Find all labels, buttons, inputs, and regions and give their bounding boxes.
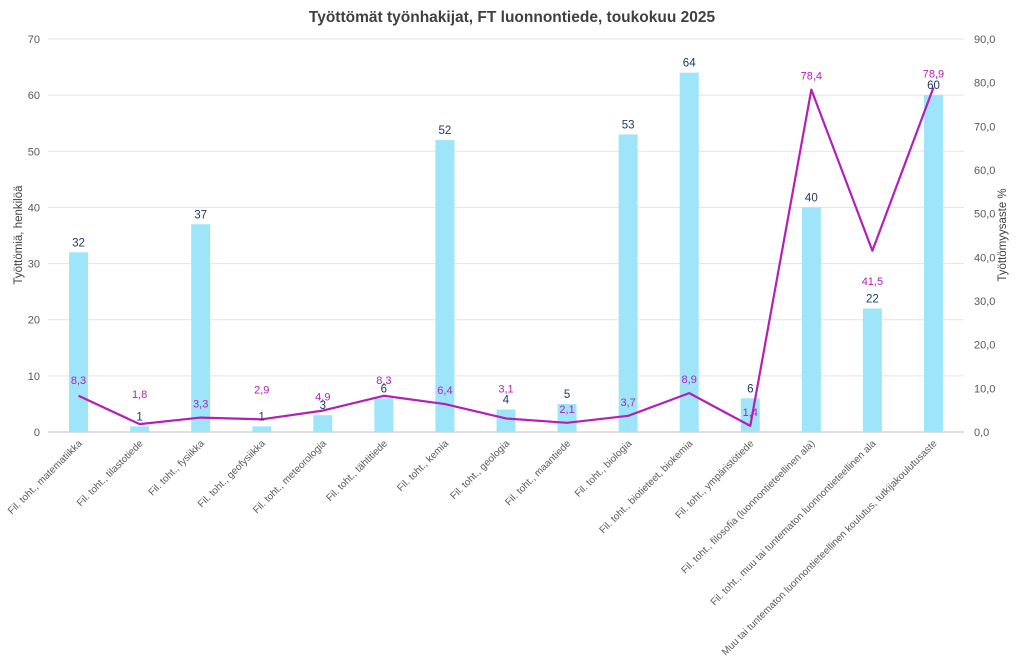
y-tick-label: 30 bbox=[28, 259, 40, 271]
rate-line-path bbox=[78, 87, 935, 427]
bar-value-label: 37 bbox=[194, 209, 207, 221]
line-value-label: 3,7 bbox=[620, 397, 635, 409]
y2-tick-label: 30,0 bbox=[974, 296, 995, 308]
bar bbox=[374, 398, 394, 432]
y2-tick-label: 80,0 bbox=[974, 78, 995, 90]
bar-value-label: 1 bbox=[259, 411, 265, 423]
bar bbox=[618, 134, 638, 432]
bar-value-label: 6 bbox=[381, 383, 387, 395]
bar bbox=[923, 95, 943, 433]
line-value-label: 6,4 bbox=[437, 385, 452, 397]
bar-value-label: 1 bbox=[136, 411, 142, 423]
bar-value-label: 5 bbox=[564, 389, 570, 401]
y2-tick-label: 90,0 bbox=[974, 34, 995, 46]
y-tick-label: 10 bbox=[28, 371, 40, 383]
line-value-label: 78,4 bbox=[801, 71, 822, 83]
chart-title: Työttömät työnhakijat, FT luonnontiede, … bbox=[309, 9, 716, 26]
bar bbox=[557, 403, 577, 432]
line-value-label: 8,3 bbox=[376, 375, 391, 387]
category-label: Fil. toht., kemia bbox=[395, 438, 451, 494]
bar bbox=[130, 426, 150, 432]
category-label: Fil. toht., tähtitiede bbox=[324, 438, 390, 504]
category-label: Fil. toht., biologia bbox=[573, 438, 635, 500]
y2-tick-label: 10,0 bbox=[974, 383, 995, 395]
y-axis-title: Työttömiä, henkilöä bbox=[13, 185, 25, 285]
category-label: Muu tai tuntematon luonnontieteellinen k… bbox=[720, 438, 940, 658]
y2-tick-label: 70,0 bbox=[974, 121, 995, 133]
y2-tick-label: 50,0 bbox=[974, 209, 995, 221]
y2-tick-label: 20,0 bbox=[974, 340, 995, 352]
gridlines bbox=[48, 38, 964, 433]
bar bbox=[862, 308, 882, 432]
bar-value-label: 22 bbox=[866, 293, 879, 305]
line-value-label: 3,1 bbox=[498, 383, 513, 395]
bar-value-label: 53 bbox=[622, 119, 635, 131]
line-value-label: 1,8 bbox=[132, 389, 147, 401]
category-label: Fil. toht., tilastotiede bbox=[75, 438, 146, 509]
bar-value-label: 32 bbox=[72, 237, 85, 249]
line-value-label: 3,3 bbox=[193, 399, 208, 411]
bar bbox=[435, 140, 455, 433]
bar-labels: 32 1 37 1 3 6 52 4 5 53 64 6 40 22 60 bbox=[72, 58, 940, 424]
bar bbox=[496, 409, 516, 432]
bar-value-label: 64 bbox=[683, 58, 696, 70]
bar-value-label: 6 bbox=[747, 383, 753, 395]
y-tick-label: 40 bbox=[28, 202, 40, 214]
category-label: Fil. toht., matematiikka bbox=[6, 438, 85, 517]
rate-line bbox=[78, 87, 935, 427]
bar-value-label: 40 bbox=[805, 192, 818, 204]
line-value-label: 4,9 bbox=[315, 392, 330, 404]
line-value-label: 8,3 bbox=[71, 375, 86, 387]
y2-axis-title: Työttömyysaste % bbox=[997, 188, 1009, 281]
bar-value-label: 3 bbox=[320, 400, 326, 412]
bars bbox=[69, 72, 943, 433]
bar bbox=[313, 415, 333, 432]
bar bbox=[69, 252, 89, 432]
category-label: Fil. toht., geofysiikka bbox=[196, 438, 268, 510]
y2-tick-label: 0,0 bbox=[974, 427, 989, 439]
line-labels: 8,3 1,8 3,3 2,9 4,9 8,3 6,4 3,1 2,1 3,7 8,9 1,4 78,4… bbox=[71, 68, 944, 418]
category-label: Fil. toht., fysiikka bbox=[147, 438, 207, 498]
bar bbox=[679, 72, 699, 432]
category-label: Fil. toht., filosofia (luonnontieteellin… bbox=[680, 438, 818, 576]
bar-value-label: 52 bbox=[439, 125, 452, 137]
bar bbox=[801, 207, 821, 432]
y2-tick-label: 60,0 bbox=[974, 165, 995, 177]
y-tick-label: 60 bbox=[28, 90, 40, 102]
category-label: Fil. toht., geologia bbox=[449, 438, 513, 502]
y-tick-label: 50 bbox=[28, 146, 40, 158]
line-value-label: 78,9 bbox=[923, 68, 944, 80]
bar bbox=[191, 224, 211, 432]
y2-tick-label: 40,0 bbox=[974, 252, 995, 264]
left-axis-ticks: 0 10 20 30 40 50 60 70 bbox=[28, 34, 40, 439]
y-tick-label: 70 bbox=[28, 34, 40, 46]
bar bbox=[252, 426, 272, 432]
line-value-label: 1,4 bbox=[743, 407, 758, 419]
bar-value-label: 60 bbox=[927, 80, 940, 92]
y-tick-label: 0 bbox=[34, 427, 40, 439]
category-label: Fil. toht., maantiede bbox=[503, 438, 573, 508]
y-tick-label: 20 bbox=[28, 315, 40, 327]
line-value-label: 41,5 bbox=[862, 276, 883, 288]
right-axis-ticks: 0,0 10,0 20,0 30,0 40,0 50,0 60,0 70,0 80,0 90,0 bbox=[974, 34, 995, 439]
bar-value-label: 4 bbox=[503, 395, 510, 407]
line-value-label: 8,9 bbox=[682, 374, 697, 386]
line-value-label: 2,1 bbox=[559, 404, 574, 416]
line-value-label: 2,9 bbox=[254, 384, 269, 396]
